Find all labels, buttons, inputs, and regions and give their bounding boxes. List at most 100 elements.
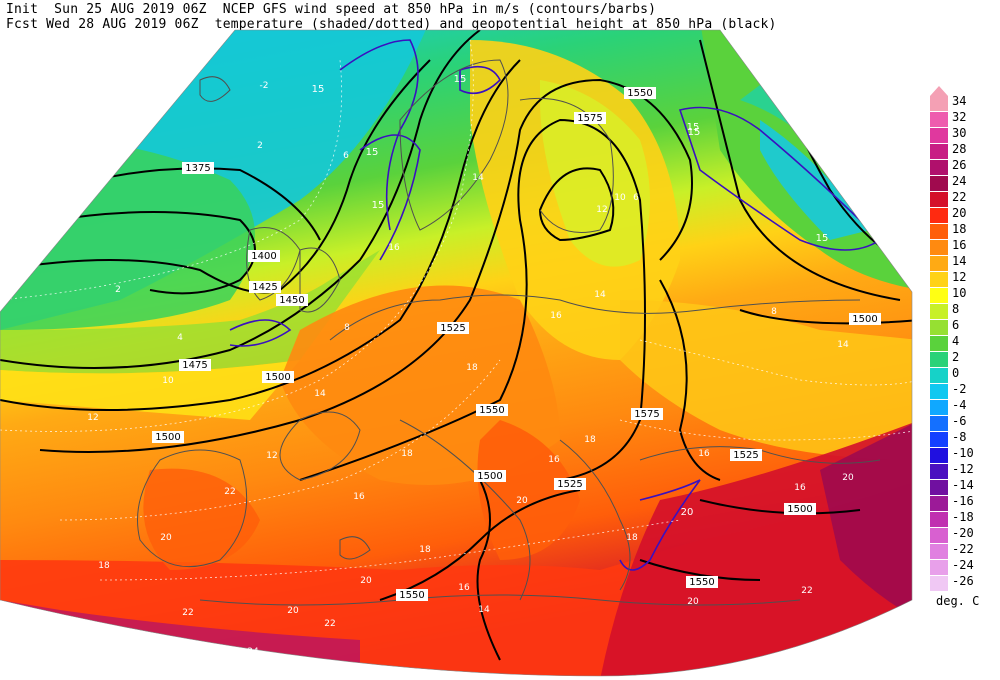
scale-label: -6 [952, 414, 967, 428]
temperature-label: 14 [837, 340, 849, 350]
height-label: 1550 [479, 405, 504, 416]
wind-label: 15 [687, 122, 700, 133]
temperature-label: 18 [584, 435, 596, 445]
scale-label: 8 [952, 302, 960, 316]
temperature-label: 16 [458, 583, 470, 593]
height-label-box [396, 589, 428, 601]
scale-swatch [930, 224, 948, 239]
height-label: 1550 [627, 88, 652, 99]
scale-swatch [930, 416, 948, 431]
temperature-label: 16 [698, 449, 710, 459]
height-label-box [686, 576, 718, 588]
scale-label: 28 [952, 142, 967, 156]
height-label-box [574, 112, 606, 124]
height-contour-labels: 1375 1450 1475 1500 1525 1550 1575 1400 1425 1550… [152, 87, 881, 601]
scale-label: 4 [952, 334, 960, 348]
scale-swatch [930, 176, 948, 191]
height-label-box [249, 281, 281, 293]
height-label: 1525 [557, 479, 582, 490]
scale-label: -2 [952, 382, 967, 396]
temperature-label: 20 [842, 473, 854, 483]
height-label-box [849, 313, 881, 325]
scale-swatch [930, 208, 948, 223]
height-label-box [276, 294, 308, 306]
height-label-box [476, 404, 508, 416]
scale-swatch [930, 560, 948, 575]
scale-label: -18 [952, 510, 974, 524]
height-label-box [182, 162, 214, 174]
scale-swatch [930, 192, 948, 207]
scale-swatch [930, 240, 948, 255]
header-forecast-line: Fcst Wed 28 AUG 2019 06Z temperature (sh… [6, 17, 777, 32]
scale-swatch [930, 512, 948, 527]
temperature-label: 6 [633, 193, 639, 203]
temperature-label: 14 [314, 389, 326, 399]
height-label: 1575 [634, 409, 659, 420]
temperature-label: 20 [687, 597, 699, 607]
scale-swatch [930, 320, 948, 335]
scale-label: 20 [952, 206, 967, 220]
height-label: 1425 [252, 282, 277, 293]
temperature-label: 14 [594, 290, 606, 300]
scale-swatch [930, 336, 948, 351]
temperature-label: 22 [224, 487, 235, 497]
scale-label: 0 [952, 366, 960, 380]
scale-label: -16 [952, 494, 974, 508]
scale-label: 12 [952, 270, 967, 284]
scale-label: 2 [952, 350, 960, 364]
scale-label: 30 [952, 126, 967, 140]
wind-label: 15 [816, 233, 829, 244]
temperature-label: 8 [771, 307, 777, 317]
temperature-label: 22 [324, 619, 335, 629]
scale-swatch [930, 304, 948, 319]
scale-label: -8 [952, 430, 967, 444]
height-label-box [179, 359, 211, 371]
scale-swatch [930, 96, 948, 111]
height-label: 1525 [440, 323, 465, 334]
wind-label: 15 [688, 127, 701, 138]
scale-arrow-top [930, 86, 948, 96]
scale-swatch [930, 432, 948, 447]
scale-label: -20 [952, 526, 974, 540]
temperature-label: 12 [596, 205, 607, 215]
height-label: 1575 [577, 113, 602, 124]
scale-label: 24 [952, 174, 967, 188]
temperature-label: 22 [182, 608, 193, 618]
scale-swatch [930, 480, 948, 495]
height-label-box [152, 431, 184, 443]
temperature-label: 14 [472, 173, 484, 183]
temperature-label: 14 [478, 605, 490, 615]
height-label: 1500 [265, 372, 290, 383]
temperature-label: 16 [794, 483, 806, 493]
temperature-label: 16 [550, 311, 562, 321]
scale-swatch [930, 576, 948, 591]
scale-swatch [930, 368, 948, 383]
scale-swatch [930, 112, 948, 127]
temperature-label: 16 [548, 455, 560, 465]
height-label: 1475 [182, 360, 207, 371]
height-label: 1375 [185, 163, 210, 174]
header-init-line: Init Sun 25 AUG 2019 06Z NCEP GFS wind s… [6, 2, 657, 17]
temperature-label: 20 [516, 496, 528, 506]
temperature-label: 18 [626, 533, 638, 543]
temperature-label: 24 [247, 647, 259, 657]
temperature-label: -2 [260, 81, 269, 91]
height-label: 1500 [155, 432, 180, 443]
temperature-label: 2 [257, 141, 263, 151]
scale-swatch [930, 272, 948, 287]
scale-swatch [930, 528, 948, 543]
temperature-label: 20 [360, 576, 372, 586]
temperature-color-scale: 34 32 30 28 26 24 22 20 18 16 14 12 10 8 6 4 2 0 -2 -4 -6 -8-… [928, 86, 990, 616]
temperature-label: 10 [162, 376, 174, 386]
scale-swatch [930, 128, 948, 143]
wind-label: 20 [681, 507, 694, 518]
scale-swatch [930, 544, 948, 559]
wind-label: 15 [372, 200, 385, 211]
height-label-box [248, 250, 280, 262]
temperature-label: 20 [160, 533, 172, 543]
scale-label: -24 [952, 558, 974, 572]
wind-label: 15 [454, 74, 467, 85]
scale-label: -12 [952, 462, 974, 476]
